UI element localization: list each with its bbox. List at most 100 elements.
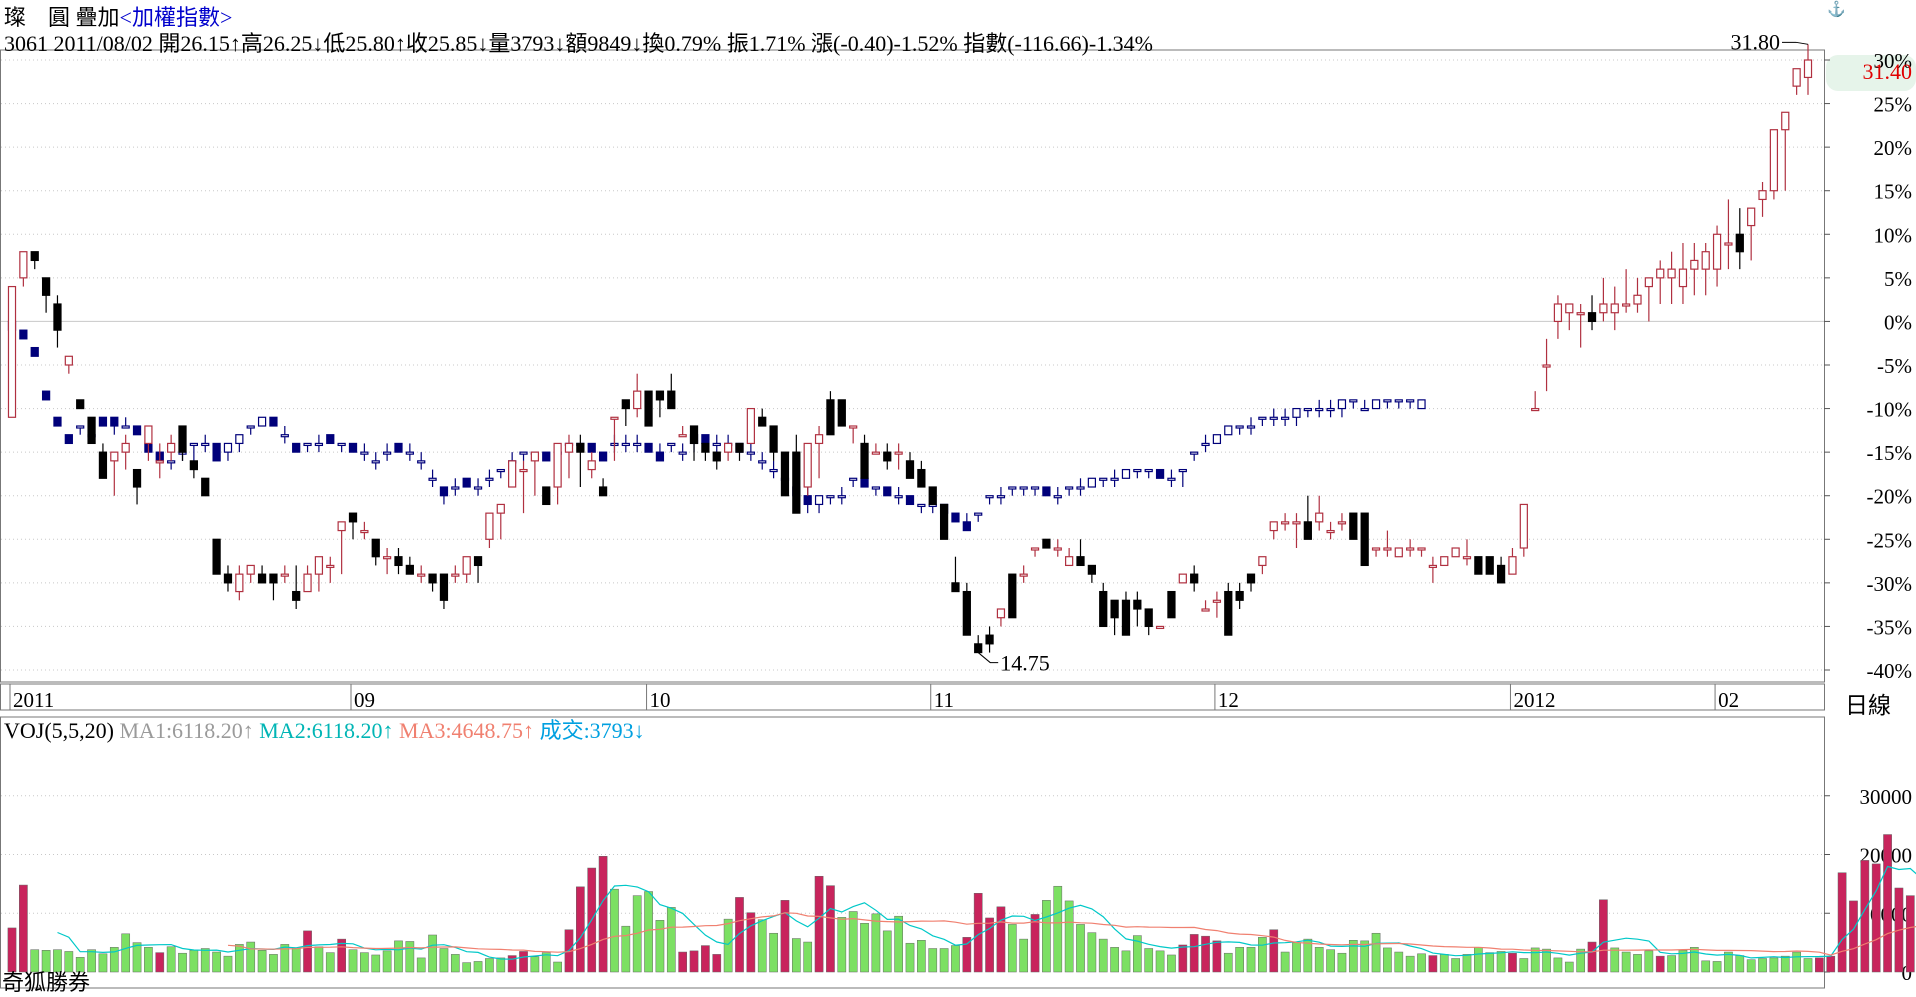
quote-line: 3061 2011/08/02 開26.15↑高26.25↓低25.80↑收25… [4, 26, 1153, 58]
candle [1668, 269, 1675, 278]
index-candle [600, 452, 607, 461]
volume-bar [1827, 956, 1835, 972]
candle [168, 443, 175, 452]
index-candle [429, 478, 436, 480]
index-candle [1077, 487, 1084, 489]
index-candle [270, 417, 277, 426]
candle [736, 443, 743, 452]
candle [509, 461, 516, 487]
candle [327, 565, 334, 567]
candle [1429, 565, 1436, 567]
candle [963, 592, 970, 636]
candle [1236, 592, 1243, 601]
index-candle [213, 443, 220, 460]
volume-bar [428, 935, 436, 972]
index-candle [622, 443, 629, 445]
candle [1498, 565, 1505, 582]
volume-bar [1042, 900, 1050, 972]
index-candle [906, 496, 913, 505]
candle [816, 435, 823, 444]
index-candle [1066, 487, 1073, 489]
candle [1088, 565, 1095, 574]
candle [475, 557, 482, 566]
volume-bar [747, 913, 755, 972]
candle [679, 435, 686, 437]
candle [1441, 557, 1448, 566]
price-axis-label: -5% [1877, 354, 1912, 378]
volume-bar [394, 941, 402, 972]
candle [634, 391, 641, 408]
volume-bar [1258, 937, 1266, 972]
candle [1395, 548, 1402, 557]
volume-bar [849, 911, 857, 972]
candle [895, 452, 902, 454]
index-candle [1179, 470, 1186, 472]
index-candle [1316, 409, 1323, 411]
volume-bar [1236, 947, 1244, 972]
candle [520, 470, 527, 472]
low-leader-line [978, 653, 998, 663]
index-candle [1418, 400, 1425, 409]
index-candle [963, 522, 970, 531]
volume-bar [622, 926, 630, 972]
candle [1213, 600, 1220, 602]
volume-bar [1872, 864, 1880, 972]
candle [1179, 574, 1186, 583]
price-axis-label: -25% [1867, 528, 1913, 552]
candle [145, 426, 152, 443]
index-candle [1373, 400, 1380, 409]
candle [975, 644, 982, 653]
candle [43, 278, 50, 295]
candle [645, 391, 652, 426]
index-candle [656, 452, 663, 461]
volume-bar [178, 953, 186, 972]
candle [1361, 513, 1368, 565]
period-label[interactable]: 日線 [1845, 686, 1891, 720]
volume-bar [224, 956, 232, 972]
candle [1338, 522, 1345, 524]
index-candle [486, 478, 493, 480]
volume-bar [451, 954, 459, 972]
index-candle [1384, 400, 1391, 402]
candle [1145, 609, 1152, 626]
candle [1770, 130, 1777, 191]
candle [1373, 548, 1380, 550]
index-candle [679, 452, 686, 454]
price-axis-label: 5% [1884, 267, 1912, 291]
volume-bar [1417, 954, 1425, 972]
candle [725, 443, 732, 452]
volume-bar [1008, 924, 1016, 972]
volume-bar [1224, 953, 1232, 972]
index-candle [349, 443, 356, 452]
candle [1475, 557, 1482, 574]
volume-bar [122, 934, 130, 972]
candle [1270, 522, 1277, 531]
volume-bar [1861, 860, 1869, 972]
index-candle [65, 435, 72, 444]
volume-bar [713, 954, 721, 972]
index-candle [236, 435, 243, 444]
brand-label: 奇狐勝券 [2, 965, 90, 997]
volume-bar [1906, 896, 1914, 972]
volume-bar [1474, 947, 1482, 972]
volume-bar [554, 962, 562, 972]
candle [1748, 208, 1755, 225]
candle [997, 609, 1004, 618]
volume-indicator-name[interactable]: VOJ(5,5,20) [4, 718, 114, 743]
index-candle [645, 443, 652, 452]
candle [304, 574, 311, 591]
candle [622, 400, 629, 409]
index-candle [1020, 487, 1027, 489]
volume-bar [1304, 939, 1312, 972]
candle [691, 426, 698, 443]
volume-bar [326, 953, 334, 972]
index-candle [838, 496, 845, 498]
candle [1611, 304, 1618, 313]
volume-bar [929, 949, 937, 973]
candle [872, 452, 879, 454]
candle [747, 409, 754, 444]
price-axis-label: 15% [1874, 180, 1913, 204]
index-candle [452, 487, 459, 489]
volume-bar [1599, 900, 1607, 972]
